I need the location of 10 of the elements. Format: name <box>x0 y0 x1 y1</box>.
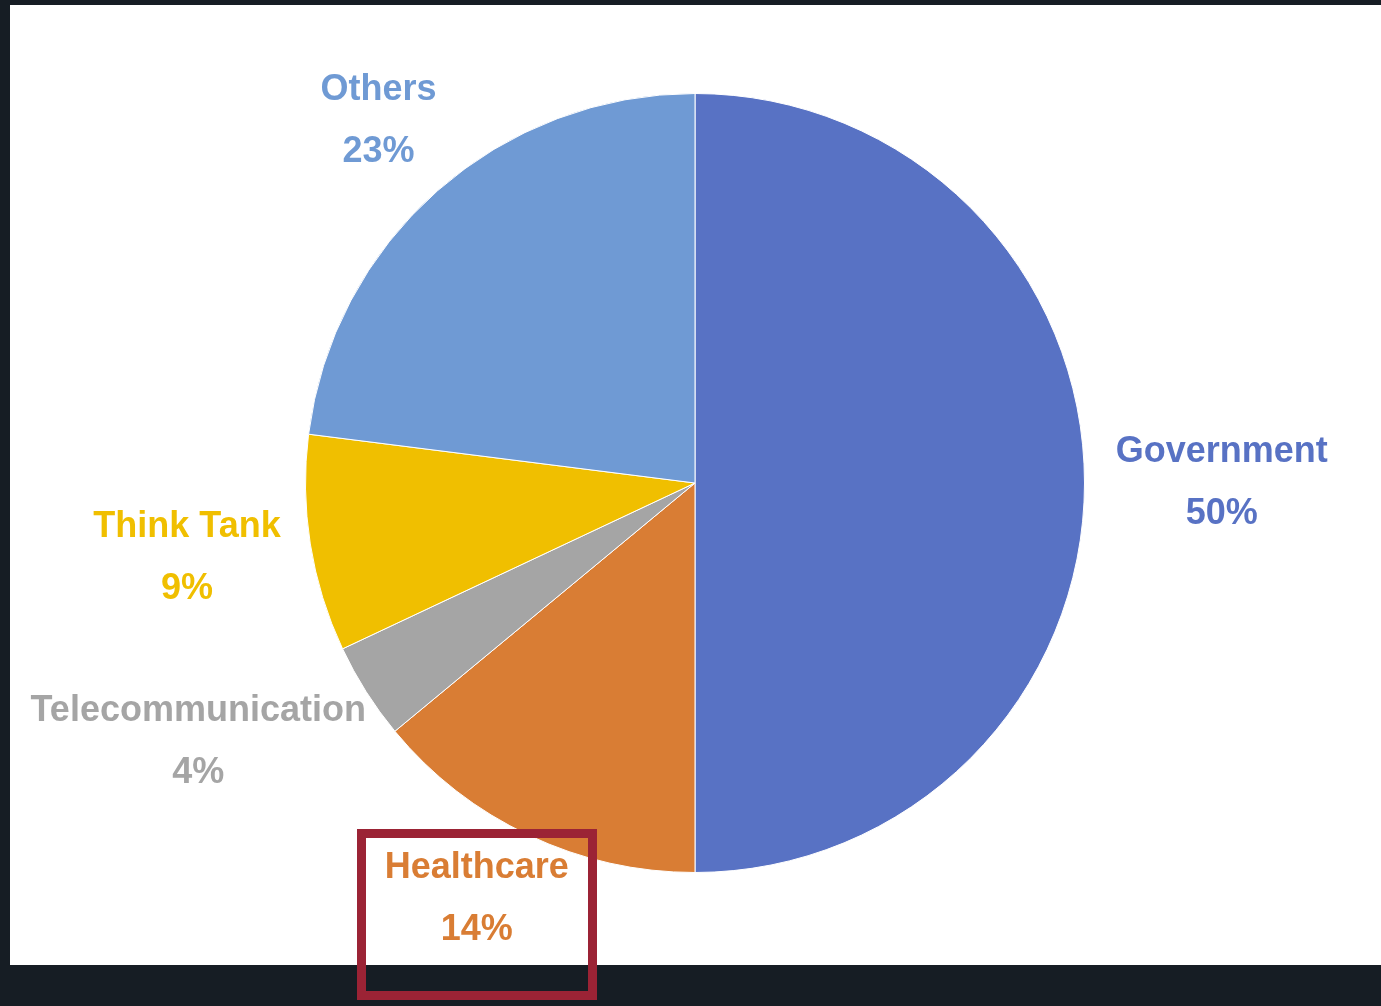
data-label: 50% <box>1185 490 1258 532</box>
data-label: 23% <box>342 128 415 170</box>
slice-label: Telecommunication <box>30 687 366 729</box>
slice-label: Government <box>1115 428 1328 470</box>
slice-label: Think Tank <box>93 504 282 546</box>
slice-label: Healthcare <box>384 844 569 886</box>
data-label: 14% <box>440 906 513 948</box>
data-label: 4% <box>172 749 225 791</box>
slice-label: Others <box>320 66 437 108</box>
data-label: 9% <box>160 566 214 608</box>
